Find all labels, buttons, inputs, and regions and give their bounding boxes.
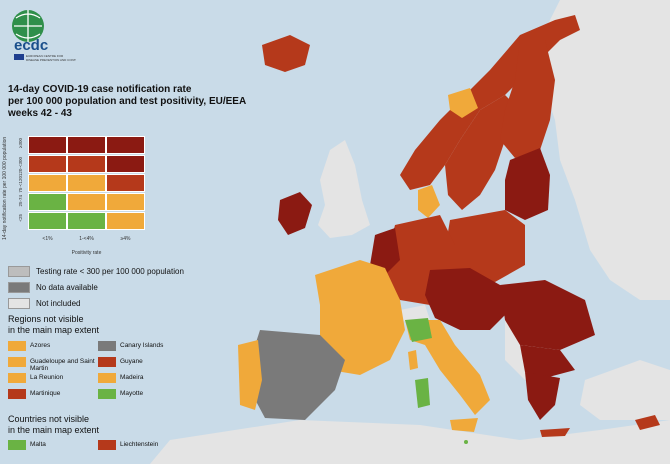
france (315, 260, 405, 375)
crete (540, 428, 570, 437)
map-title: 14-day COVID-19 case notification rate p… (8, 84, 258, 120)
countries-heading: Countries not visible in the main map ex… (8, 414, 99, 436)
title-line-2: per 100 000 population and test positivi… (8, 96, 247, 107)
region-label: Canary Islands (120, 342, 164, 349)
greece (525, 372, 560, 420)
finland (500, 40, 555, 158)
region-label: Mayotte (120, 390, 144, 397)
benelux (370, 228, 400, 275)
region-label: La Reunion (30, 374, 64, 381)
matrix-cell (67, 212, 106, 230)
matrix-cell (67, 193, 106, 211)
uk-not-included (318, 140, 370, 238)
regions-heading-line1: Regions not visible (8, 314, 84, 324)
region-label: Guyane (120, 358, 143, 365)
region-label: Azores (30, 342, 51, 349)
iceland (262, 35, 310, 72)
matrix-y-tick: ≥300 (18, 138, 23, 148)
country-swatch (8, 440, 26, 450)
logo-brand-text: ecdc (14, 37, 48, 54)
poland (445, 210, 525, 282)
matrix-y-axis-label: 14-day notification rate per 100 000 pop… (2, 136, 8, 240)
cyprus (635, 415, 660, 430)
legend-swatch (8, 298, 30, 309)
countries-heading-line2: in the main map extent (8, 425, 100, 435)
italy (405, 320, 490, 415)
region-swatch (98, 373, 116, 383)
denmark (418, 185, 440, 218)
matrix-cell (28, 193, 67, 211)
spain (250, 330, 345, 420)
regions-heading: Regions not visible in the main map exte… (8, 314, 99, 336)
matrix-cell (106, 174, 145, 192)
map-legend-panel: ecdc EUROPEAN CENTRE FOR DISEASE PREVENT… (0, 0, 300, 464)
malta (464, 440, 468, 444)
ecdc-logo: ecdc EUROPEAN CENTRE FOR DISEASE PREVENT… (6, 6, 82, 68)
central-europe (425, 268, 510, 330)
regions-heading-line2: in the main map extent (8, 325, 100, 335)
sweden (445, 95, 520, 210)
sardinia (415, 378, 430, 408)
matrix-cell (28, 136, 67, 154)
legend-swatch (8, 282, 30, 293)
matrix-cell (28, 174, 67, 192)
countries-heading-line1: Countries not visible (8, 414, 90, 424)
matrix-cell (67, 155, 106, 173)
region-swatch (98, 341, 116, 351)
sweden-orange-region (448, 88, 478, 118)
legend-label: No data available (36, 283, 98, 292)
matrix-x-axis-label: Positivity rate (71, 250, 102, 256)
title-line-1: 14-day COVID-19 case notification rate (8, 84, 192, 95)
country-label: Malta (30, 441, 46, 448)
title-line-3: weeks 42 - 43 (8, 108, 72, 119)
matrix-cell (106, 193, 145, 211)
region-swatch (98, 389, 116, 399)
region-swatch (98, 357, 116, 367)
region-swatch (8, 389, 26, 399)
country-label: Liechtenstein (120, 441, 159, 448)
matrix-cell (67, 174, 106, 192)
legend-label: Testing rate < 300 per 100 000 populatio… (36, 267, 184, 276)
legend-swatch (8, 266, 30, 277)
non-eu-land-east (540, 0, 670, 300)
corsica (408, 350, 418, 370)
sicily (450, 418, 478, 432)
matrix-cell (106, 136, 145, 154)
region-label: Martinique (30, 390, 61, 397)
romania (500, 280, 595, 350)
svg-text:DISEASE PREVENTION AND CONTROL: DISEASE PREVENTION AND CONTROL (26, 58, 76, 62)
baltics (505, 148, 550, 220)
portugal (238, 340, 262, 410)
matrix-y-tick: 25-74 (18, 195, 23, 207)
country-swatch (98, 440, 116, 450)
italy-north-green (405, 318, 432, 342)
region-swatch (8, 373, 26, 383)
turkey-not-included (580, 360, 670, 420)
region-label: Madeira (120, 374, 144, 381)
region-swatch (8, 357, 26, 367)
matrix-x-tick: <1% (42, 236, 53, 242)
matrix-cell (67, 136, 106, 154)
matrix-cell (28, 155, 67, 173)
matrix-y-tick: 75-<120 (18, 176, 23, 193)
region-label: Guadeloupe and Saint Martin (30, 358, 95, 372)
matrix-cell (28, 212, 67, 230)
matrix-x-tick: 1-<4% (79, 236, 94, 242)
ireland (278, 192, 312, 235)
legend-label: Not included (36, 299, 81, 308)
matrix-y-tick: 120-<300 (18, 157, 23, 177)
svg-text:EUROPEAN CENTRE FOR: EUROPEAN CENTRE FOR (26, 54, 64, 58)
matrix-x-tick: ≥4% (120, 236, 131, 242)
matrix-cell (106, 155, 145, 173)
non-eu-land-south (150, 420, 670, 464)
region-swatch (8, 341, 26, 351)
bulgaria (520, 345, 575, 378)
matrix-cell (106, 212, 145, 230)
matrix-y-tick: <25 (18, 214, 23, 222)
